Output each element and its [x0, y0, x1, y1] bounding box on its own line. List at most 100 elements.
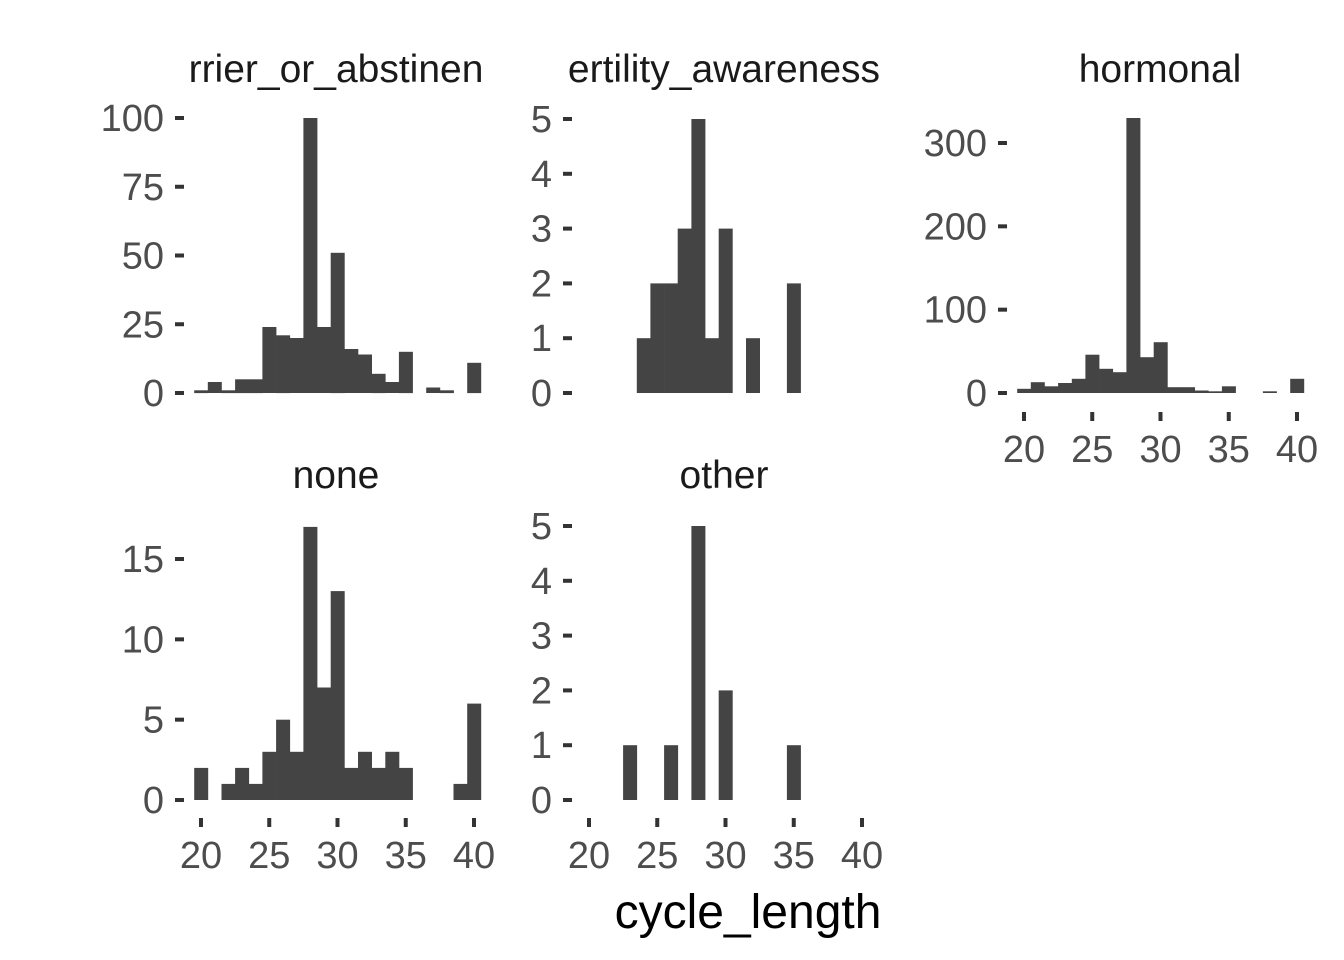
histogram-bar: [385, 751, 400, 800]
histogram-bar: [691, 526, 706, 800]
histogram-bar: [371, 373, 386, 394]
y-tick-label: 2: [531, 263, 552, 305]
x-tick-label: 25: [1071, 429, 1113, 471]
y-tick-label: 3: [531, 209, 552, 251]
x-tick-label: 20: [568, 835, 610, 877]
histogram-bar: [1085, 354, 1100, 393]
histogram-bar: [262, 751, 277, 800]
y-tick-label: 200: [924, 206, 987, 248]
y-tick-label: 75: [122, 167, 164, 209]
y-tick-label: 25: [122, 304, 164, 346]
histogram-bar: [1262, 391, 1277, 393]
histogram-bar: [248, 783, 263, 800]
x-tick-label: 40: [453, 835, 495, 877]
histogram-bar: [289, 338, 304, 393]
histogram-bar: [1290, 378, 1305, 393]
histogram-bar: [677, 228, 692, 393]
histogram-bar: [317, 687, 331, 800]
y-tick-label: 15: [122, 539, 164, 581]
histogram-bar: [1071, 378, 1086, 393]
histogram-bar: [358, 751, 372, 800]
y-tick-label: 3: [531, 616, 552, 658]
x-tick-label: 40: [1276, 429, 1318, 471]
histogram-bar: [1194, 390, 1209, 393]
x-tick-label: 35: [773, 835, 815, 877]
histogram-bar: [650, 283, 665, 393]
histogram-bar: [746, 338, 760, 393]
histogram-bar: [705, 338, 719, 393]
histogram-bar: [1181, 387, 1195, 393]
facet-strip-label: other: [680, 454, 769, 497]
facet-strip-label: ertility_awareness: [568, 48, 880, 91]
facet-panel-hormonal: hormonal 0 100 200 300 20 25 30 35 40: [924, 48, 1319, 471]
histogram-bar: [453, 783, 468, 800]
histogram-bar: [398, 351, 413, 394]
x-tick-label: 20: [1003, 429, 1045, 471]
histogram-bar: [303, 526, 318, 800]
histogram-bar: [623, 745, 638, 800]
histogram-bar: [398, 767, 413, 800]
histogram-bar: [385, 382, 400, 393]
histogram-bar: [1208, 391, 1223, 393]
histogram-bar: [317, 327, 331, 393]
y-tick-label: 100: [101, 98, 164, 140]
x-tick-label: 20: [180, 835, 222, 877]
x-tick-label: 30: [316, 835, 358, 877]
y-tick-label: 300: [924, 123, 987, 165]
histogram-bar: [1099, 368, 1114, 393]
histogram-bar: [344, 349, 359, 393]
facet-panel-barrier_or_abstinence: rrier_or_abstinen 0 25 50 75 100: [101, 48, 484, 415]
y-tick-label: 4: [531, 154, 552, 196]
histogram-bar: [235, 379, 250, 394]
histogram-bar: [718, 228, 733, 393]
histogram-bar: [207, 382, 222, 393]
histogram-bar: [664, 283, 679, 393]
y-tick-label: 50: [122, 236, 164, 278]
y-tick-label: 0: [143, 780, 164, 822]
x-tick-label: 25: [248, 835, 290, 877]
y-tick-label: 0: [531, 373, 552, 415]
histogram-bar: [1221, 386, 1236, 393]
x-tick-label: 30: [704, 835, 746, 877]
x-tick-label: 35: [385, 835, 427, 877]
facet-panel-other: other 0 1 2 3 4 5 20 25 30 35 40: [531, 454, 883, 877]
y-tick-label: 5: [143, 700, 164, 742]
histogram-bar: [467, 703, 482, 800]
histogram-bar: [344, 767, 359, 800]
histogram-bar: [1017, 388, 1032, 393]
facet-strip-label: hormonal: [1079, 48, 1242, 91]
histogram-bar: [1153, 342, 1168, 393]
y-tick-label: 4: [531, 561, 552, 603]
x-tick-label: 25: [636, 835, 678, 877]
y-tick-label: 100: [924, 290, 987, 332]
histogram-bar: [262, 327, 277, 393]
y-tick-label: 0: [143, 373, 164, 415]
facet-panel-fertility_awareness: ertility_awareness 0 1 2 3 4 5: [531, 48, 880, 415]
y-tick-label: 10: [122, 619, 164, 661]
histogram-bar: [426, 387, 441, 393]
histogram-bar: [1030, 382, 1045, 393]
histogram-bar: [1167, 387, 1182, 393]
histogram-bar: [194, 767, 209, 800]
histogram-bar: [691, 119, 706, 393]
histogram-bar: [786, 283, 801, 393]
histogram-bar: [1126, 118, 1141, 393]
histogram-bar: [303, 118, 318, 393]
histogram-bar: [439, 390, 454, 394]
histogram-bar: [718, 690, 733, 800]
histogram-bar: [194, 390, 209, 394]
histogram-bar: [330, 252, 345, 394]
x-tick-label: 35: [1208, 429, 1250, 471]
histogram-bar: [276, 719, 291, 800]
x-tick-label: 30: [1139, 429, 1181, 471]
histogram-bar: [786, 745, 801, 800]
histogram-bar: [276, 335, 291, 394]
facet-strip-label: none: [293, 454, 380, 497]
histogram-bar: [467, 362, 482, 394]
histogram-bar: [248, 379, 263, 394]
histogram-bar: [221, 390, 236, 394]
histogram-bar: [358, 354, 372, 393]
histogram-bar: [1044, 386, 1059, 393]
y-tick-label: 0: [531, 780, 552, 822]
